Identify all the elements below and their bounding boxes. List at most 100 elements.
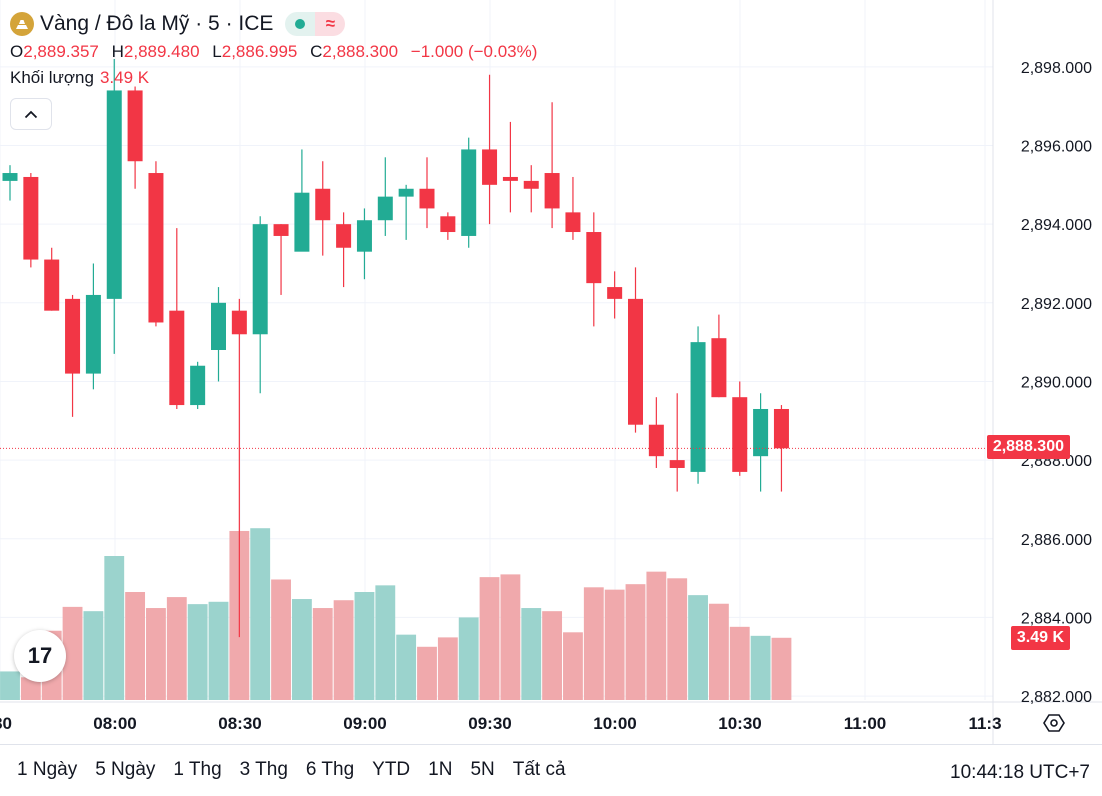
collapse-legend-button[interactable] — [10, 98, 52, 130]
candle-body — [294, 192, 310, 252]
chevron-up-icon — [24, 110, 38, 118]
x-tick-label: 30 — [0, 714, 12, 733]
y-tick-label: 2,882.000 — [1021, 689, 1092, 706]
range-5y[interactable]: 5N — [470, 759, 495, 780]
candle-body — [773, 408, 789, 449]
volume-bar — [625, 584, 646, 700]
low-label: L — [212, 42, 222, 61]
candle-body — [148, 173, 164, 323]
range-1d[interactable]: 1 Ngày — [17, 759, 78, 780]
volume-bar — [396, 634, 417, 700]
x-tick-label: 08:00 — [93, 714, 136, 733]
volume-value: 3.49 K — [99, 68, 150, 87]
chart-legend: Vàng / Đô la Mỹ · 5 · ICE ≈ O2,889.357 H… — [10, 10, 545, 130]
candle-body — [690, 342, 706, 472]
candle-body — [252, 224, 268, 335]
volume-bar — [354, 592, 375, 700]
volume-bar — [646, 571, 667, 700]
clock[interactable]: 10:44:18 UTC+7 — [950, 762, 1090, 783]
range-3m[interactable]: 3 Thg — [239, 759, 288, 780]
volume-bar — [667, 578, 688, 700]
volume-bar — [583, 587, 604, 700]
y-tick-label: 2,890.000 — [1021, 374, 1092, 391]
range-ytd[interactable]: YTD — [372, 759, 411, 780]
volume-bar — [375, 585, 396, 700]
candle-body — [106, 90, 122, 299]
low-value: 2,886.995 — [221, 42, 298, 61]
status-dot-icon — [295, 19, 306, 29]
candle-body — [356, 220, 372, 252]
candle-body — [273, 224, 289, 236]
candle-body — [711, 338, 727, 398]
candle-body — [2, 173, 18, 181]
x-tick-label: 08:30 — [218, 714, 261, 733]
change-value: −1.000 (−0.03%) — [410, 42, 538, 61]
volume-bar — [62, 606, 83, 700]
bottom-toolbar: 1 Ngày 5 Ngày 1 Thg 3 Thg 6 Thg YTD 1N 5… — [0, 744, 1102, 796]
candle-body — [65, 298, 81, 374]
volume-bar — [83, 611, 104, 700]
price-chart[interactable]: 2,898.000 2,896.000 2,894.000 2,892.000 2,89… — [0, 0, 1102, 744]
y-tick-label: 2,886.000 — [1021, 532, 1092, 549]
delayed-data-icon[interactable]: ≈ — [315, 12, 346, 36]
candle-body — [669, 460, 685, 468]
volume-bar — [771, 637, 792, 700]
volume-bar — [250, 528, 271, 700]
volume-bar — [312, 608, 333, 700]
candle-body — [44, 259, 60, 311]
ohlc-values: O2,889.357 H2,889.480 L2,886.995 C2,888.… — [10, 42, 545, 62]
close-value: 2,888.300 — [322, 42, 399, 61]
volume-bar — [688, 595, 708, 700]
volume-bar — [542, 611, 563, 700]
candle-body — [461, 149, 477, 236]
candle-body — [628, 298, 643, 425]
candle-body — [523, 180, 539, 189]
range-1m[interactable]: 1 Thg — [173, 759, 222, 780]
candle-body — [419, 188, 435, 209]
candle-body — [85, 294, 101, 374]
candle-body — [502, 176, 518, 181]
candle-body — [586, 232, 602, 284]
x-tick-label: 11:3 — [968, 714, 1001, 733]
range-all[interactable]: Tất cả — [512, 759, 566, 780]
y-tick-label: 2,896.000 — [1021, 139, 1092, 156]
tradingview-logo[interactable]: 17 — [14, 630, 66, 682]
gold-bars-icon — [10, 12, 34, 36]
volume-bar — [417, 646, 437, 700]
open-value: 2,889.357 — [23, 42, 99, 61]
y-tick-label: 2,884.000 — [1021, 610, 1092, 627]
candle-body — [231, 310, 247, 335]
candle-body — [607, 287, 623, 299]
volume-bar — [333, 600, 354, 700]
candle-body — [190, 365, 206, 406]
volume-bar — [187, 604, 208, 700]
volume-bar — [271, 579, 291, 700]
candle-body — [482, 149, 498, 185]
market-open-indicator[interactable] — [285, 12, 316, 36]
y-tick-label: 2,892.000 — [1021, 296, 1092, 313]
range-1y[interactable]: 1N — [428, 759, 453, 780]
candle-body — [440, 216, 456, 233]
high-label: H — [111, 42, 124, 61]
y-tick-label: 2,894.000 — [1021, 217, 1092, 234]
last-price-label: 2,888.300 — [986, 435, 1070, 459]
symbol-title[interactable]: Vàng / Đô la Mỹ · 5 · ICE — [40, 12, 274, 35]
candle-body — [565, 212, 581, 233]
open-label: O — [10, 42, 24, 61]
volume-bar — [166, 597, 187, 700]
range-selector: 1 Ngày 5 Ngày 1 Thg 3 Thg 6 Thg YTD 1N 5… — [8, 759, 575, 781]
volume-bar — [708, 603, 729, 700]
settings-icon[interactable] — [1042, 711, 1066, 735]
range-6m[interactable]: 6 Thg — [305, 759, 355, 780]
volume-bar — [604, 589, 625, 700]
volume-legend: Khối lượng 3.49 K — [10, 68, 545, 90]
range-5d[interactable]: 5 Ngày — [95, 759, 156, 780]
candle-body — [127, 90, 143, 162]
volume-bar — [750, 635, 771, 700]
close-label: C — [310, 42, 323, 61]
candle-body — [169, 310, 185, 406]
volume-label: Khối lượng — [10, 68, 94, 87]
x-tick-label: 10:30 — [718, 714, 761, 733]
volume-bar — [521, 608, 542, 700]
volume-bar — [104, 556, 125, 700]
